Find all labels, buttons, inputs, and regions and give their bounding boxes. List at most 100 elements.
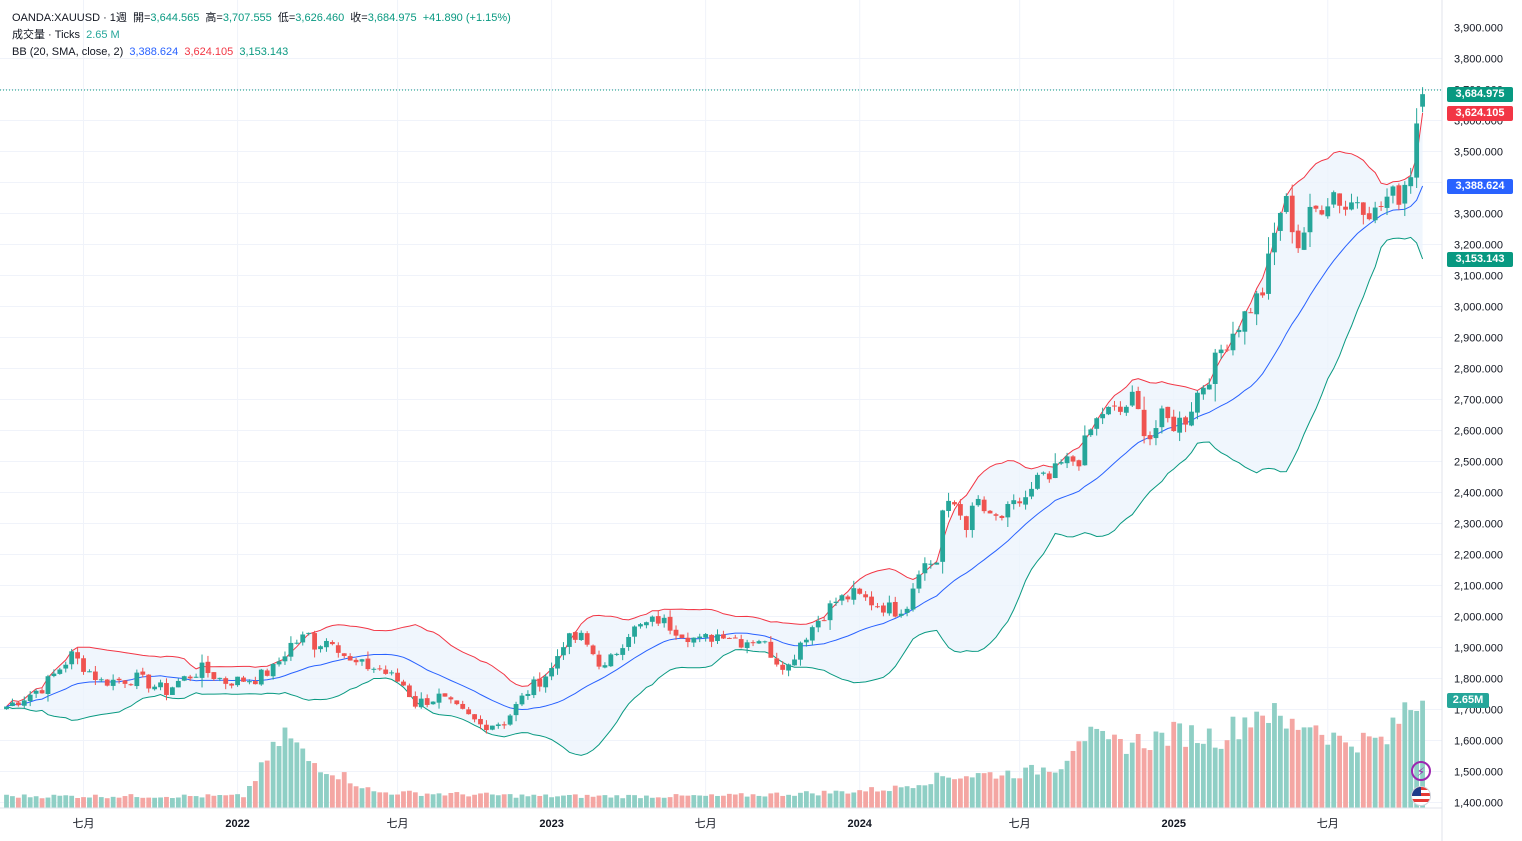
candle — [1420, 87, 1425, 113]
volume-bar — [969, 777, 975, 808]
volume-bar — [673, 794, 679, 808]
candle-body — [164, 683, 169, 695]
legend-volume-value: 2.65 M — [86, 29, 120, 41]
legend-volume-label[interactable]: 成交量 · Ticks — [12, 29, 81, 41]
volume-bar — [1230, 716, 1236, 808]
volume-bar — [1135, 733, 1141, 808]
volume-bar — [875, 791, 880, 808]
volume-bar — [478, 793, 483, 808]
volume-bar — [1295, 729, 1301, 808]
candle — [1224, 344, 1230, 353]
candle-body — [1384, 196, 1390, 208]
candle-body — [632, 626, 637, 637]
legend-open-value: 3,644.565 — [150, 12, 200, 24]
candle — [1058, 459, 1064, 465]
candle — [691, 637, 697, 647]
candle — [81, 655, 86, 675]
volume-bar — [1396, 723, 1402, 808]
candle — [928, 560, 934, 569]
candle-body — [857, 588, 863, 594]
candle — [661, 614, 667, 628]
candle-body — [543, 676, 549, 688]
volume-bar — [92, 794, 98, 808]
volume-bar — [110, 796, 116, 808]
volume-bar — [1141, 748, 1147, 808]
volume-bar — [549, 797, 554, 808]
legend-bb-label[interactable]: BB (20, SMA, close, 2) — [12, 46, 124, 58]
time-tick-label: 2024 — [847, 818, 872, 830]
candle-body — [703, 634, 709, 638]
legend-open: 開=3,644.565 — [133, 12, 199, 24]
candle-body — [673, 629, 679, 636]
candle-body — [1402, 184, 1408, 204]
volume-bar — [205, 794, 211, 808]
candle-body — [81, 658, 86, 672]
candle-body — [1272, 232, 1277, 253]
volume-bar — [75, 797, 80, 808]
candle — [780, 661, 786, 675]
candle — [1337, 193, 1343, 214]
candle-body — [798, 642, 803, 660]
volume-bar — [341, 772, 347, 808]
candle-body — [916, 574, 922, 589]
candle — [128, 683, 134, 686]
volume-bar — [1414, 710, 1420, 808]
volume-bar — [845, 793, 851, 808]
volume-bar — [768, 793, 774, 808]
candle-body — [715, 634, 720, 642]
volume-bar — [1200, 743, 1206, 808]
candle-body — [1005, 504, 1011, 518]
candle-body — [170, 687, 175, 695]
candle — [324, 638, 329, 652]
volume-bar — [294, 742, 300, 808]
legend-symbol[interactable]: OANDA:XAUUSD · 1週 — [12, 12, 127, 24]
volume-bar — [1088, 726, 1094, 808]
candle-body — [87, 671, 92, 673]
candle-body — [1307, 206, 1313, 233]
candle-body — [981, 499, 987, 512]
candle-body — [590, 645, 596, 655]
candle-body — [282, 656, 288, 662]
candle — [1035, 472, 1040, 490]
candle — [916, 570, 922, 594]
candle — [1165, 406, 1171, 423]
candle — [495, 722, 501, 729]
time-axis[interactable]: 七月 2022 七月 2023 七月 2024 七月 2025 七月 — [73, 817, 1339, 830]
candle-body — [318, 646, 323, 650]
candle-body — [958, 504, 963, 516]
volume-bar — [1360, 732, 1366, 808]
candle — [1366, 206, 1372, 221]
candle-body — [146, 674, 152, 689]
volume-bar — [543, 794, 549, 808]
candle-body — [10, 702, 15, 707]
candle — [252, 676, 258, 685]
legend-low-value: 3,626.460 — [295, 12, 345, 24]
volume-bar — [780, 795, 786, 808]
price-tick-label: 1,900.000 — [1454, 643, 1503, 655]
us-flag-icon[interactable] — [1411, 786, 1431, 806]
candle-body — [661, 617, 667, 624]
candle — [359, 658, 365, 666]
candle — [904, 606, 910, 617]
volume-bar — [383, 792, 389, 808]
volume-bar — [756, 795, 762, 808]
lightning-icon[interactable]: ⚡ — [1411, 761, 1431, 781]
price-tick-label: 2,100.000 — [1454, 581, 1503, 593]
candle-body — [472, 714, 477, 720]
volume-bar — [484, 792, 489, 808]
volume-bar — [1277, 715, 1283, 808]
candle-body — [21, 700, 27, 706]
candle-body — [738, 639, 744, 648]
candle — [472, 714, 477, 723]
candle-body — [193, 676, 199, 678]
price-tick-label: 2,600.000 — [1454, 426, 1503, 438]
candle-body — [821, 620, 827, 622]
volume-bar — [1337, 735, 1343, 808]
candle — [946, 492, 951, 518]
candle-body — [1011, 500, 1017, 505]
volume-bar — [1070, 750, 1076, 808]
candle — [655, 610, 661, 626]
legend-bb-row: BB (20, SMA, close, 2) 3,388.624 3,624.1… — [12, 45, 291, 59]
candle — [513, 701, 519, 722]
